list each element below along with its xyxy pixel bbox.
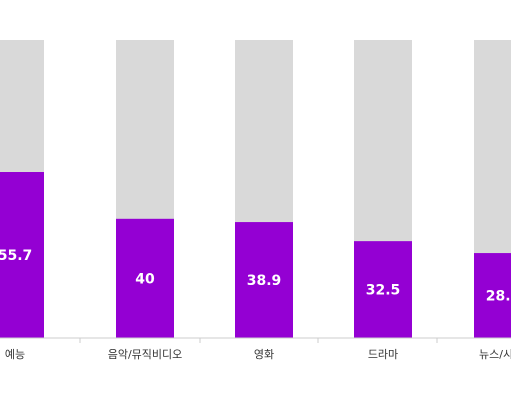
bar-value-label: 38.9 [247, 273, 282, 289]
bar-value [235, 222, 293, 338]
category-labels: 예능 음악/뮤직비디오 영화 드라마 뉴스/시사/ [5, 348, 511, 361]
bar-value-label: 32.5 [366, 283, 401, 299]
bars-group: 55.7 40 38.9 32.5 28.5 [0, 40, 511, 338]
category-label: 뉴스/시사/ [479, 348, 511, 361]
bar-value [116, 218, 174, 338]
bar-value-label: 55.7 [0, 248, 32, 264]
x-axis-ticks [79, 338, 438, 343]
bar-value-label: 28.5 [486, 289, 511, 305]
bar-value [354, 241, 412, 338]
bar-value [0, 172, 44, 338]
bar-value [474, 253, 511, 338]
category-label: 예능 [5, 348, 25, 361]
category-label: 음악/뮤직비디오 [108, 348, 183, 361]
bar-value-label: 40 [135, 271, 155, 287]
category-label: 영화 [254, 348, 274, 361]
category-label: 드라마 [368, 348, 398, 361]
